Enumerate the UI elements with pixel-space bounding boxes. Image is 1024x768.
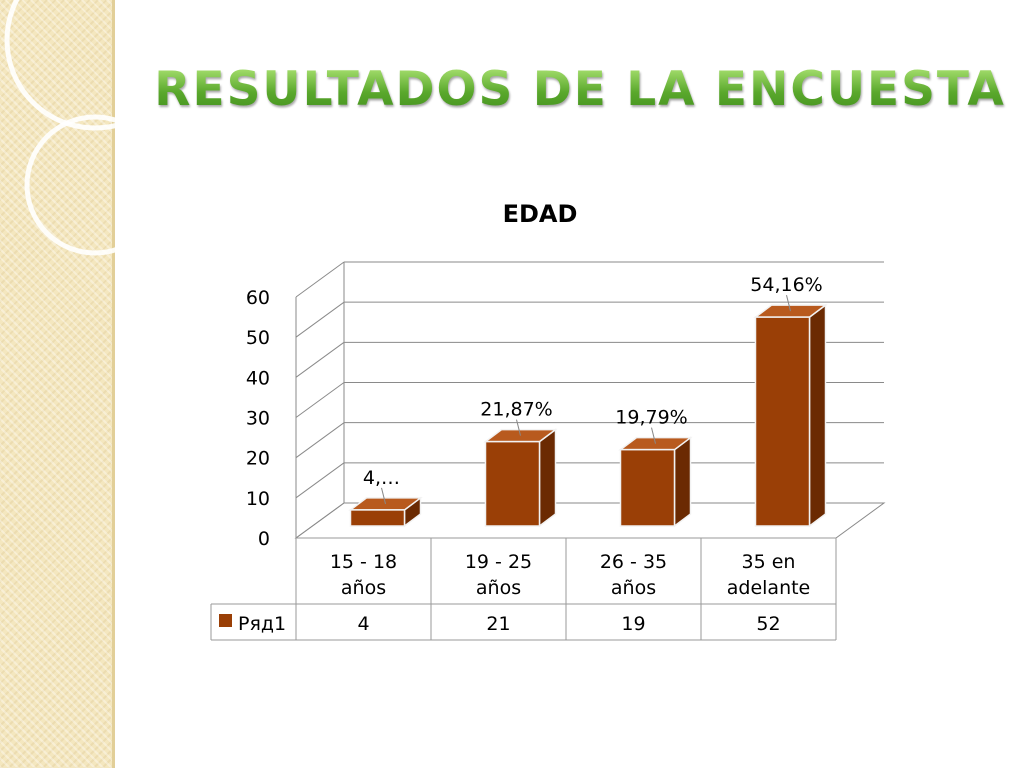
bar: [483, 428, 558, 528]
category-label: 15 - 18: [330, 551, 397, 573]
category-label: años: [611, 577, 656, 599]
slide-title: RESULTADOS DE LA ENCUESTA: [150, 62, 1010, 117]
gridline-side: [295, 422, 345, 459]
decorative-ring-small: [24, 114, 130, 256]
bar-front: [754, 316, 811, 527]
bar-front: [484, 440, 541, 527]
data-label: 21,87%: [480, 399, 552, 421]
table-value: 52: [756, 613, 780, 635]
category-label: adelante: [727, 577, 811, 599]
gridline-side: [295, 341, 345, 378]
y-tick-label: 10: [246, 488, 270, 510]
y-tick-label: 50: [246, 327, 270, 349]
chart-bars: [348, 303, 828, 528]
data-label-leader: [381, 487, 386, 505]
table-value: 4: [357, 613, 369, 635]
chart-data-table: 15 - 18 años 19 - 25 años 26 - 35 años 35 en ad…: [210, 537, 837, 641]
chart-title: EDAD: [503, 200, 578, 228]
bar-side: [673, 436, 692, 528]
y-tick-label: 0: [258, 528, 270, 550]
bar: [753, 303, 828, 528]
bar-side: [538, 428, 557, 528]
bar-front: [619, 448, 676, 527]
gridline-side: [295, 301, 345, 338]
bar-side: [808, 303, 827, 528]
category-label: 26 - 35: [600, 551, 667, 573]
decorative-ring-large: [4, 0, 130, 131]
category-label: 35 en: [742, 551, 796, 573]
decorative-rings: [4, 0, 130, 256]
y-tick-label: 60: [246, 287, 270, 309]
y-tick-label: 40: [246, 367, 270, 389]
legend-swatch: [219, 614, 232, 627]
gridline-side: [295, 462, 345, 499]
data-label-leader: [786, 295, 791, 312]
y-tick-label: 20: [246, 448, 270, 470]
gridline-side: [295, 382, 345, 418]
category-label: 19 - 25: [465, 551, 532, 573]
data-label: 54,16%: [750, 274, 822, 296]
bar-front: [349, 509, 406, 527]
data-label: 19,79%: [615, 407, 687, 429]
gridline-side: [295, 261, 345, 298]
bar: [618, 436, 693, 528]
table-value: 21: [486, 613, 510, 635]
data-label-leader: [651, 427, 656, 444]
chart-y-axis: 0 10 20 30 40 50 60: [246, 287, 270, 550]
chart-data-labels: 4,… 21,87% 19,79% 54,16%: [363, 274, 823, 505]
category-label: años: [341, 577, 386, 599]
data-label-leader: [516, 419, 521, 436]
y-tick-label: 30: [246, 408, 270, 430]
data-label: 4,…: [363, 467, 400, 489]
category-label: años: [476, 577, 521, 599]
table-value: 19: [621, 613, 645, 635]
legend-series-name: Ряд1: [238, 613, 286, 635]
